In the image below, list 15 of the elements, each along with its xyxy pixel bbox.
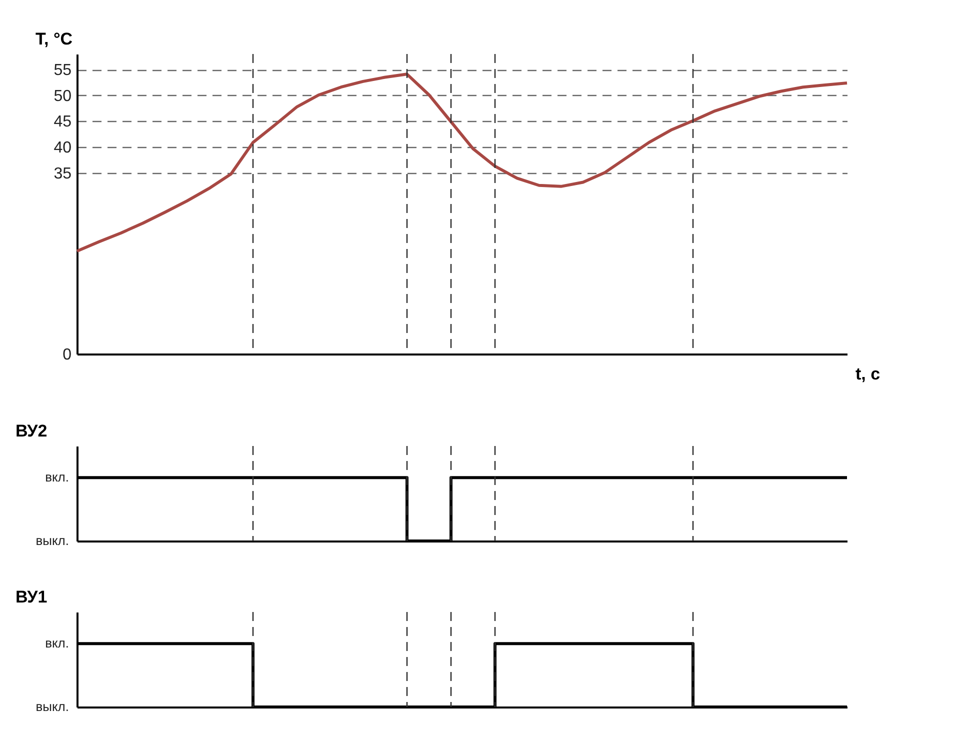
y-tick-label: 0: [62, 346, 72, 364]
y-tick-label: 50: [54, 88, 72, 105]
y-axis-title: ВУ1: [16, 588, 48, 606]
y-tick-label: 40: [54, 140, 72, 157]
text: выкл.: [36, 699, 69, 714]
y-tick-label: 55: [54, 62, 72, 80]
y-axis-title: T, °C: [36, 30, 73, 48]
y-tick-label: 35: [54, 165, 72, 182]
text: вкл.: [45, 470, 69, 485]
text: выкл.: [36, 533, 69, 548]
line-series: [76, 72, 848, 253]
y-axis-title: ВУ2: [16, 422, 48, 440]
y-tick-label: 45: [54, 114, 72, 131]
x-axis-title: t, c: [856, 364, 880, 384]
text: вкл.: [45, 636, 69, 651]
